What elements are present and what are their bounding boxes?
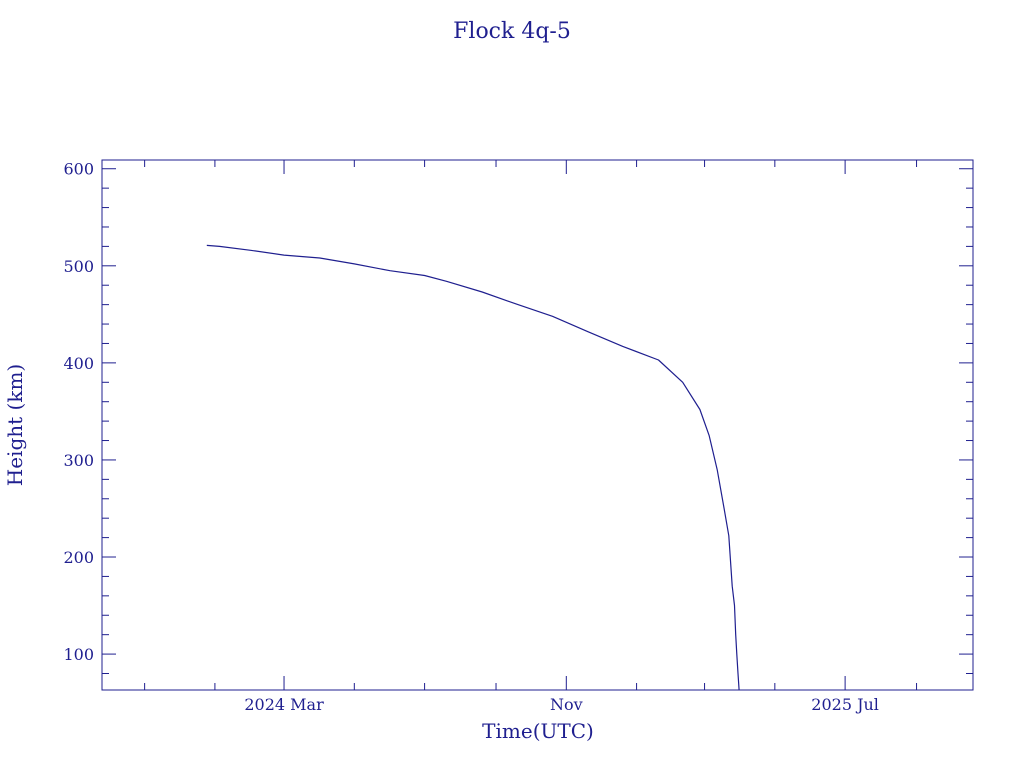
y-axis-ticks: 100 200 300 400 500 600 bbox=[63, 160, 973, 674]
y-axis-label: Height (km) bbox=[3, 364, 27, 486]
y-tick-label: 400 bbox=[63, 354, 94, 373]
x-tick-label: 2024 Mar bbox=[244, 695, 324, 714]
x-tick-label: Nov bbox=[550, 695, 583, 714]
height-series-line bbox=[206, 244, 740, 691]
series-layer bbox=[206, 244, 740, 691]
x-axis-label: Time(UTC) bbox=[482, 719, 594, 743]
y-tick-label: 500 bbox=[63, 257, 94, 276]
x-axis-ticks: 2024 Mar Nov 2025 Jul bbox=[144, 160, 918, 714]
y-tick-label: 200 bbox=[63, 548, 94, 567]
y-tick-label: 600 bbox=[63, 160, 94, 179]
x-tick-label: 2025 Jul bbox=[811, 695, 879, 714]
y-tick-label: 100 bbox=[63, 645, 94, 664]
chart-title: Flock 4q-5 bbox=[453, 19, 571, 44]
plot-frame bbox=[101, 159, 974, 691]
y-tick-label: 300 bbox=[63, 451, 94, 470]
